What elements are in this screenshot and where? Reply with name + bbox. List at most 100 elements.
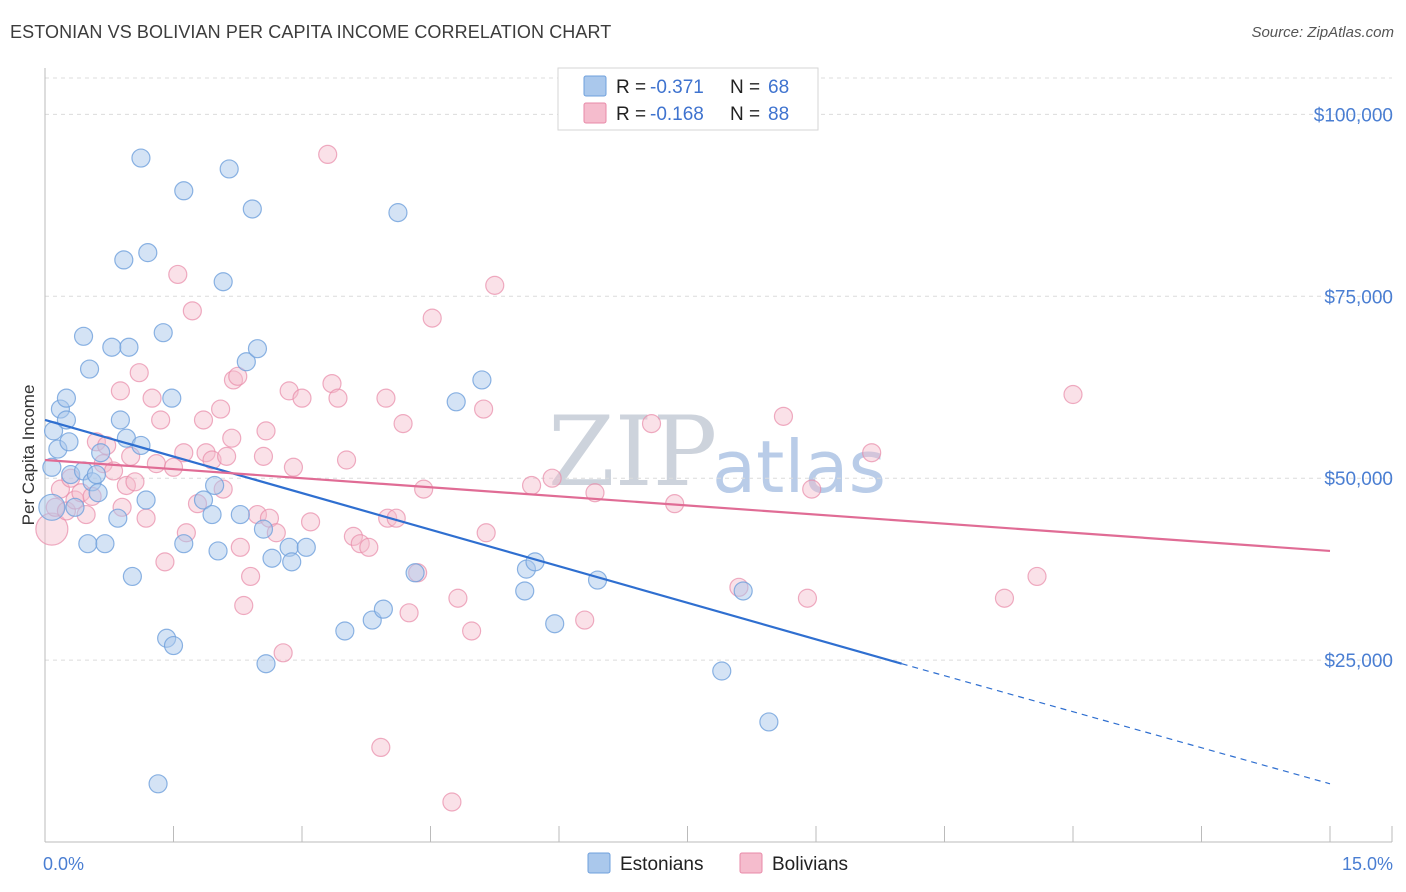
y-axis-label: Per Capita Income — [19, 385, 38, 526]
source-credit: Source: ZipAtlas.com — [1251, 24, 1394, 41]
bolivians-point — [575, 610, 595, 630]
estonians-trend-line-extension — [901, 663, 1331, 785]
estonians-point — [733, 581, 753, 601]
trend-lines — [44, 418, 1331, 785]
bolivians-point — [393, 414, 413, 434]
estonians-point — [122, 566, 142, 587]
legend-r-value-bolivians: -0.168 — [650, 104, 704, 125]
bolivians-point — [1027, 566, 1047, 587]
bolivians-point — [136, 508, 156, 528]
bolivians-point — [283, 457, 304, 477]
estonians-point — [78, 534, 98, 554]
legend-r-label-bolivians: R = — [616, 104, 646, 125]
chart-title: ESTONIAN VS BOLIVIAN PER CAPITA INCOME C… — [10, 22, 612, 42]
watermark-zip: ZIP — [548, 396, 717, 508]
estonians-point — [208, 541, 228, 561]
bolivians-point — [146, 454, 166, 474]
legend: R = -0.371 N = 68 R = -0.168 N = 88 — [557, 67, 819, 131]
bottom-legend-bolivians: Bolivians — [772, 854, 848, 875]
y-tick-label-3: $100,000 — [1314, 105, 1393, 126]
legend-n-label-bolivians: N = — [730, 104, 760, 125]
legend-swatch-estonians — [583, 75, 607, 97]
estonians-point — [296, 537, 316, 557]
bolivians-point — [797, 588, 818, 608]
legend-r-label-estonians: R = — [616, 77, 646, 98]
bolivians-point — [151, 410, 171, 430]
legend-n-label-estonians: N = — [730, 77, 760, 98]
estonians-point — [282, 552, 302, 572]
bolivians-point — [442, 792, 462, 812]
bolivians-point — [110, 381, 130, 401]
x-tick-labels: 0.0% 15.0% — [43, 854, 1393, 874]
estonians-point — [205, 475, 225, 496]
bolivians-point — [343, 526, 363, 547]
x-tick-label-1: 15.0% — [1342, 854, 1393, 874]
bolivians-point — [222, 428, 242, 448]
bolivians-point — [318, 144, 338, 164]
bolivians-point — [336, 450, 357, 470]
bolivians-point — [328, 388, 348, 408]
legend-r-value-estonians: -0.371 — [650, 77, 704, 98]
estonians-trend-line — [44, 418, 902, 665]
estonians-point — [114, 250, 134, 270]
estonians-point — [153, 323, 173, 343]
estonians-point — [388, 203, 408, 223]
estonians-point — [242, 199, 262, 219]
bolivians-point — [462, 621, 482, 641]
bolivians-point — [217, 446, 237, 466]
bolivians-point — [521, 475, 542, 496]
estonians-point — [202, 504, 222, 525]
estonians-point — [38, 493, 66, 521]
estonians-point — [56, 388, 77, 408]
bolivians-point — [230, 537, 250, 557]
estonians-point — [262, 548, 282, 568]
bolivians-point — [129, 363, 149, 383]
y-tick-labels: $25,000 $50,000 $75,000 $100,000 — [1314, 105, 1393, 672]
bolivians-point — [542, 468, 562, 488]
y-tick-label-2: $75,000 — [1324, 287, 1393, 308]
bolivians-point — [322, 374, 342, 394]
estonians-point — [446, 392, 466, 412]
bolivians-point — [241, 566, 261, 587]
bolivians-point — [448, 588, 468, 608]
x-tick-label-0: 0.0% — [43, 854, 84, 874]
estonians-point — [174, 534, 194, 554]
bolivians-point — [292, 388, 312, 408]
bolivians-point — [142, 388, 162, 408]
bolivians-point — [376, 388, 396, 408]
estonians-point — [162, 388, 182, 408]
estonians-point — [247, 339, 268, 359]
estonians-points — [38, 148, 779, 794]
bolivians-point — [253, 446, 274, 466]
bolivians-point — [202, 450, 222, 470]
bottom-legend-swatch-estonians — [587, 852, 611, 874]
bolivians-point — [211, 399, 231, 419]
bottom-legend-swatch-bolivians — [739, 852, 763, 874]
bolivians-point — [476, 523, 496, 543]
bolivians-point — [125, 472, 145, 492]
estonians-point — [163, 635, 184, 656]
bolivians-point — [359, 537, 379, 557]
axes — [44, 68, 1393, 843]
estonians-point — [136, 490, 156, 510]
estonians-point — [79, 359, 100, 379]
bolivians-point — [585, 483, 605, 503]
bolivians-point — [168, 264, 188, 285]
bolivians-point — [155, 552, 175, 572]
bolivians-point — [1063, 384, 1083, 405]
estonians-point — [73, 326, 94, 346]
estonians-point — [253, 519, 274, 539]
estonians-point — [373, 599, 393, 619]
estonians-point — [138, 243, 158, 263]
bolivians-point — [273, 643, 293, 663]
estonians-point — [110, 410, 130, 430]
estonians-point — [712, 661, 732, 681]
estonians-point — [91, 443, 111, 463]
watermark-atlas: atlas — [712, 425, 886, 509]
estonians-point — [335, 621, 355, 641]
estonians-point — [148, 774, 168, 794]
estonians-point — [759, 712, 779, 732]
estonians-point — [213, 272, 233, 292]
bolivians-point — [228, 366, 248, 386]
